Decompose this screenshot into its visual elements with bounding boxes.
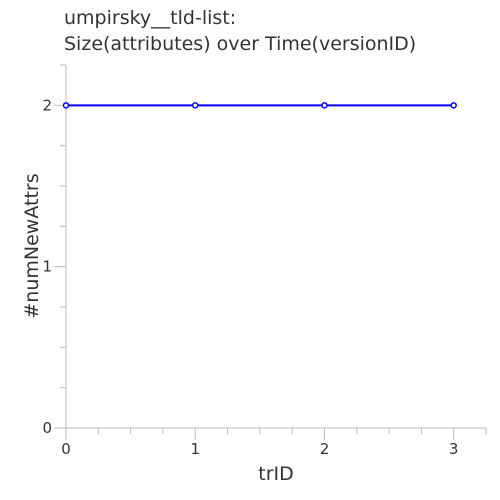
- data-point: [450, 102, 457, 109]
- y-tick-label: 1: [42, 258, 52, 276]
- y-tick-label: 2: [42, 96, 52, 114]
- x-tick-label: 3: [449, 440, 459, 458]
- x-tick-label: 2: [320, 440, 330, 458]
- x-axis-label: trID: [258, 463, 294, 485]
- x-tick-label: 1: [190, 440, 200, 458]
- data-point: [62, 102, 70, 109]
- data-point: [321, 102, 328, 109]
- y-axis-label: #numNewAttrs: [21, 173, 43, 318]
- data-point: [191, 102, 199, 109]
- y-tick-label: 0: [42, 419, 52, 437]
- series-group: [62, 102, 457, 109]
- x-tick-label: 0: [61, 440, 71, 458]
- y-axis: 0 1 2: [42, 64, 67, 437]
- chart-title-line-2: Size(attributes) over Time(versionID): [64, 33, 416, 55]
- x-axis: 0 1 2 3: [61, 427, 487, 458]
- chart-title-line-1: umpirsky__tld-list:: [64, 7, 236, 29]
